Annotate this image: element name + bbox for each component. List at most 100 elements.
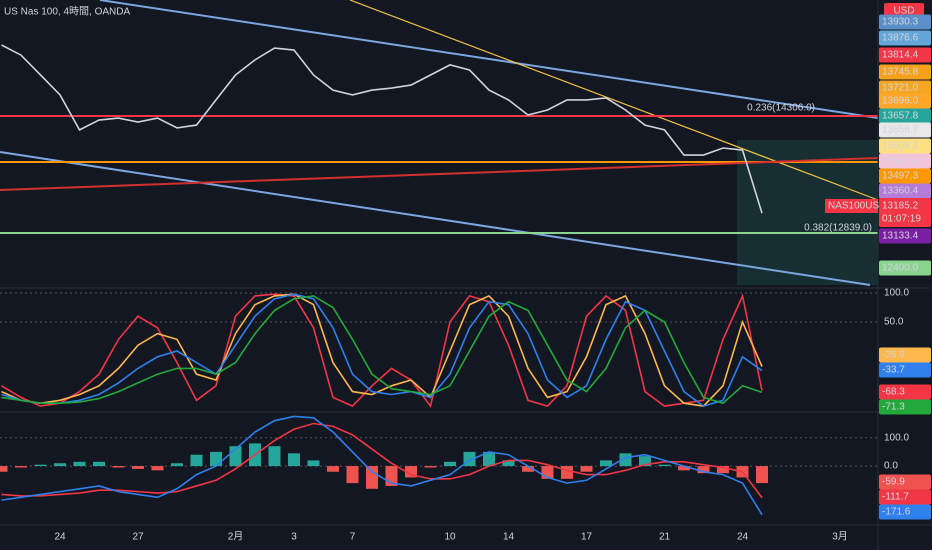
price-tag bbox=[879, 168, 931, 184]
trend-line bbox=[0, 157, 879, 191]
price-tag-label: 13608.2 bbox=[882, 141, 919, 152]
x-tick-label: 2月 bbox=[228, 531, 244, 543]
price-tag bbox=[879, 138, 931, 154]
price-tag-label: -33.7 bbox=[882, 365, 905, 376]
price-tag-label: 13876.6 bbox=[882, 33, 919, 44]
histogram-bar bbox=[561, 466, 573, 479]
histogram-bar bbox=[366, 466, 378, 489]
x-tick-label: 3 bbox=[291, 532, 297, 543]
x-tick-label: 3月 bbox=[832, 531, 848, 543]
countdown: 01:07:19 bbox=[882, 214, 921, 225]
fib-label: 0.382(12839.0) bbox=[804, 223, 872, 234]
trend-line bbox=[0, 151, 871, 286]
chart-title: US Nas 100, 4時間, OANDA bbox=[4, 6, 130, 18]
indicator-line bbox=[1, 295, 763, 405]
trend-line bbox=[99, 0, 879, 119]
price-line bbox=[1, 44, 763, 214]
x-tick-label: 24 bbox=[54, 532, 66, 543]
price-tag bbox=[879, 93, 931, 109]
price-tag bbox=[879, 108, 931, 124]
histogram-bar bbox=[405, 466, 417, 478]
histogram-bar bbox=[424, 466, 437, 468]
histogram-bar bbox=[0, 466, 8, 472]
x-tick-label: 10 bbox=[444, 532, 456, 543]
macd-line bbox=[1, 415, 763, 516]
histogram-bar bbox=[132, 466, 144, 469]
current-price: 13185.2 bbox=[882, 201, 919, 212]
price-tag-label: 12400.0 bbox=[882, 263, 919, 274]
price-tag-label: -111.7 bbox=[882, 492, 909, 503]
histogram-bar bbox=[15, 466, 27, 468]
price-tag-label: -68.3 bbox=[882, 387, 905, 398]
price-tag-label: 13696.0 bbox=[882, 96, 919, 107]
histogram-bar bbox=[483, 451, 495, 467]
histogram-bar bbox=[580, 466, 593, 472]
price-tag bbox=[879, 347, 931, 363]
price-tag-label: -71.3 bbox=[882, 402, 905, 413]
currency[interactable]: USD bbox=[893, 6, 914, 17]
y-tick-label: 100.0 bbox=[884, 288, 909, 299]
price-tag-label: 13656.7 bbox=[882, 125, 919, 136]
price-tag-label: 13930.3 bbox=[882, 17, 919, 28]
histogram-bar bbox=[93, 461, 105, 467]
histogram-bar bbox=[697, 466, 710, 474]
price-tag-label: 13814.4 bbox=[882, 50, 919, 61]
histogram-bar bbox=[502, 460, 515, 467]
price-tag bbox=[879, 122, 931, 138]
price-tag-label: 13360.4 bbox=[882, 186, 919, 197]
symbol-label: NAS100USD bbox=[828, 201, 886, 212]
indicator-line bbox=[1, 293, 763, 407]
price-tag bbox=[879, 64, 931, 80]
price-tag bbox=[879, 30, 931, 46]
x-tick-label: 21 bbox=[659, 532, 671, 543]
price-tag-label: -171.6 bbox=[882, 507, 911, 518]
price-tag bbox=[879, 474, 931, 490]
histogram-bar bbox=[717, 466, 729, 474]
price-tag-label: 13657.8 bbox=[882, 111, 919, 122]
price-tag bbox=[879, 362, 931, 378]
price-tag bbox=[879, 183, 931, 199]
histogram-bar bbox=[346, 466, 359, 484]
price-tag bbox=[879, 228, 931, 244]
histogram-bar bbox=[151, 466, 164, 471]
histogram-bar bbox=[34, 464, 47, 467]
price-tag bbox=[879, 153, 931, 169]
histogram-bar bbox=[307, 460, 320, 467]
histogram-bar bbox=[444, 461, 456, 467]
price-tag bbox=[879, 384, 931, 400]
histogram-bar bbox=[327, 466, 339, 472]
histogram-bar bbox=[522, 466, 534, 472]
x-tick-label: 27 bbox=[132, 532, 144, 543]
price-tag bbox=[879, 260, 931, 276]
histogram-bar bbox=[190, 454, 203, 467]
symbol-tag bbox=[825, 199, 878, 213]
x-tick-label: 24 bbox=[737, 532, 749, 543]
x-tick-label: 7 bbox=[350, 532, 356, 543]
histogram-bar bbox=[288, 453, 300, 467]
histogram-bar bbox=[73, 461, 86, 467]
histogram-bar bbox=[756, 466, 768, 484]
histogram-bar bbox=[112, 466, 125, 468]
price-tag bbox=[879, 14, 931, 30]
histogram-bar bbox=[171, 463, 183, 467]
price-tag-label: 13497.3 bbox=[882, 171, 919, 182]
price-tag bbox=[879, 80, 931, 96]
y-tick-label: 100.0 bbox=[884, 432, 909, 443]
price-tag-label: -26.9 bbox=[882, 350, 905, 361]
price-tag-label: 13133.4 bbox=[882, 231, 919, 242]
price-tag bbox=[879, 489, 931, 505]
trend-line bbox=[349, 0, 879, 201]
histogram-bar bbox=[268, 446, 281, 467]
price-tag-label: 13721.0 bbox=[882, 83, 919, 94]
indicator-line bbox=[1, 293, 763, 408]
x-tick-label: 17 bbox=[581, 532, 593, 543]
price-tag-label: 13745.8 bbox=[882, 67, 919, 78]
histogram-bar bbox=[658, 464, 671, 467]
price-tag bbox=[879, 47, 931, 63]
x-tick-label: 14 bbox=[503, 532, 515, 543]
price-tag-label: -59.9 bbox=[882, 477, 905, 488]
price-tag-label: 13587.4 bbox=[882, 156, 919, 167]
price-tag bbox=[879, 504, 931, 520]
current-price-tag bbox=[879, 198, 931, 227]
y-tick-label: 50.0 bbox=[884, 317, 904, 328]
